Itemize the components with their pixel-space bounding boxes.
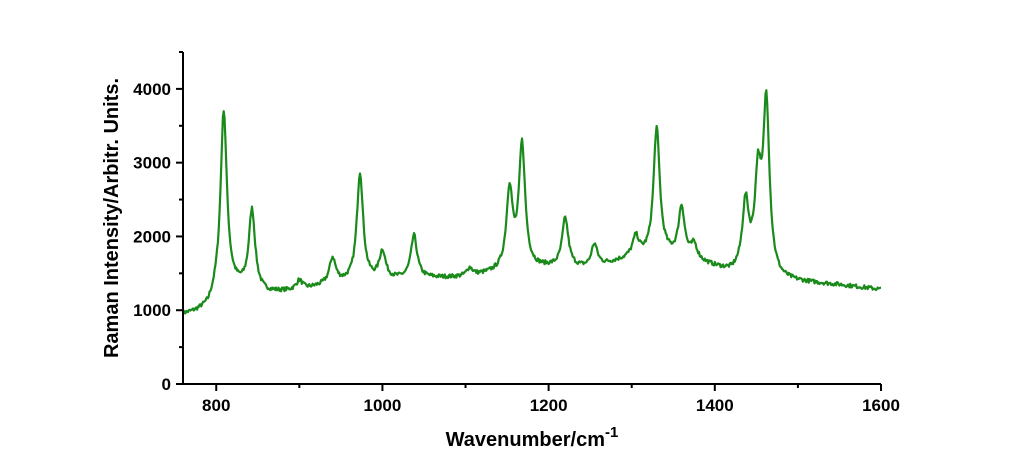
x-tick-label: 800 bbox=[202, 396, 230, 415]
y-tick-label: 2000 bbox=[133, 227, 171, 246]
x-tick-label: 1000 bbox=[364, 396, 402, 415]
y-tick-label: 4000 bbox=[133, 80, 171, 99]
spectrum-line bbox=[181, 89, 882, 316]
x-tick-label: 1600 bbox=[862, 396, 900, 415]
axes: 800 1000 1200 1400 1600 0 1000 2000 3000 4000 bbox=[133, 51, 900, 415]
y-tick-label: 1000 bbox=[133, 301, 171, 320]
y-tick-label: 3000 bbox=[133, 154, 171, 173]
y-tick-label: 0 bbox=[162, 375, 171, 394]
plot-area bbox=[181, 89, 882, 316]
x-tick-label: 1400 bbox=[696, 396, 734, 415]
x-axis-label: Wavenumber/cm-1 bbox=[446, 424, 619, 451]
x-axis-label-superscript: -1 bbox=[605, 424, 618, 441]
x-axis-label-main: Wavenumber/cm bbox=[446, 429, 605, 451]
y-axis-label: Raman Intensity/Arbitr. Units. bbox=[101, 78, 123, 358]
x-tick-label: 1200 bbox=[530, 396, 568, 415]
